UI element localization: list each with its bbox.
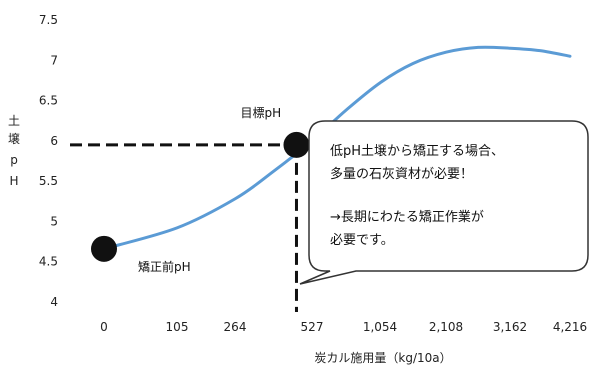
y-tick-label: 4.5 [39,255,58,269]
y-tick-label: 5.5 [39,174,58,188]
y-axis-label-char: p [10,153,18,167]
y-axis-label-char: 土 [8,114,20,128]
series-line [102,45,572,251]
callout-text-line: 低pH土壌から矯正する場合、 [330,144,504,159]
y-tick-label: 7.5 [39,13,58,27]
y-tick-label: 5 [50,214,58,228]
data-marker [283,131,310,158]
x-tick-label: 0 [100,320,108,334]
y-tick-label: 7 [50,53,58,67]
y-axis-label-char: 壌 [8,132,20,146]
callout-bubble [299,120,589,285]
x-tick-label: 1,054 [363,320,397,334]
callout-text-line: 多量の石灰資材が必要！ [330,166,473,182]
callout-text-line: →長期にわたる矯正作業が [330,209,484,225]
x-tick-label: 105 [166,320,189,334]
callout-text-line: 必要です。 [330,233,394,248]
target-guide-lines [70,143,298,312]
markers: 矯正前pH 目標pH [91,106,310,274]
x-axis-ticks: 0 105 264 527 1,054 2,108 3,162 4,216 [100,320,587,334]
y-axis-label-char: H [9,174,18,188]
y-axis-ticks: 4 4.5 5 5.5 6 6.5 7 7.5 [39,13,58,309]
marker-label: 矯正前pH [138,259,191,274]
x-axis-label: 炭カル施用量（kg/10a） [314,351,451,365]
callout-box: 低pH土壌から矯正する場合、多量の石灰資材が必要！ →長期にわたる矯正作業が必要で… [299,120,589,285]
y-tick-label: 4 [50,295,58,309]
x-tick-label: 527 [301,320,324,334]
x-tick-label: 4,216 [553,320,587,334]
x-tick-label: 2,108 [429,320,463,334]
y-tick-label: 6 [50,134,58,148]
x-tick-label: 264 [224,320,247,334]
x-tick-label: 3,162 [493,320,527,334]
marker-label: 目標pH [240,106,281,120]
y-tick-label: 6.5 [39,94,58,108]
data-marker [91,235,117,262]
